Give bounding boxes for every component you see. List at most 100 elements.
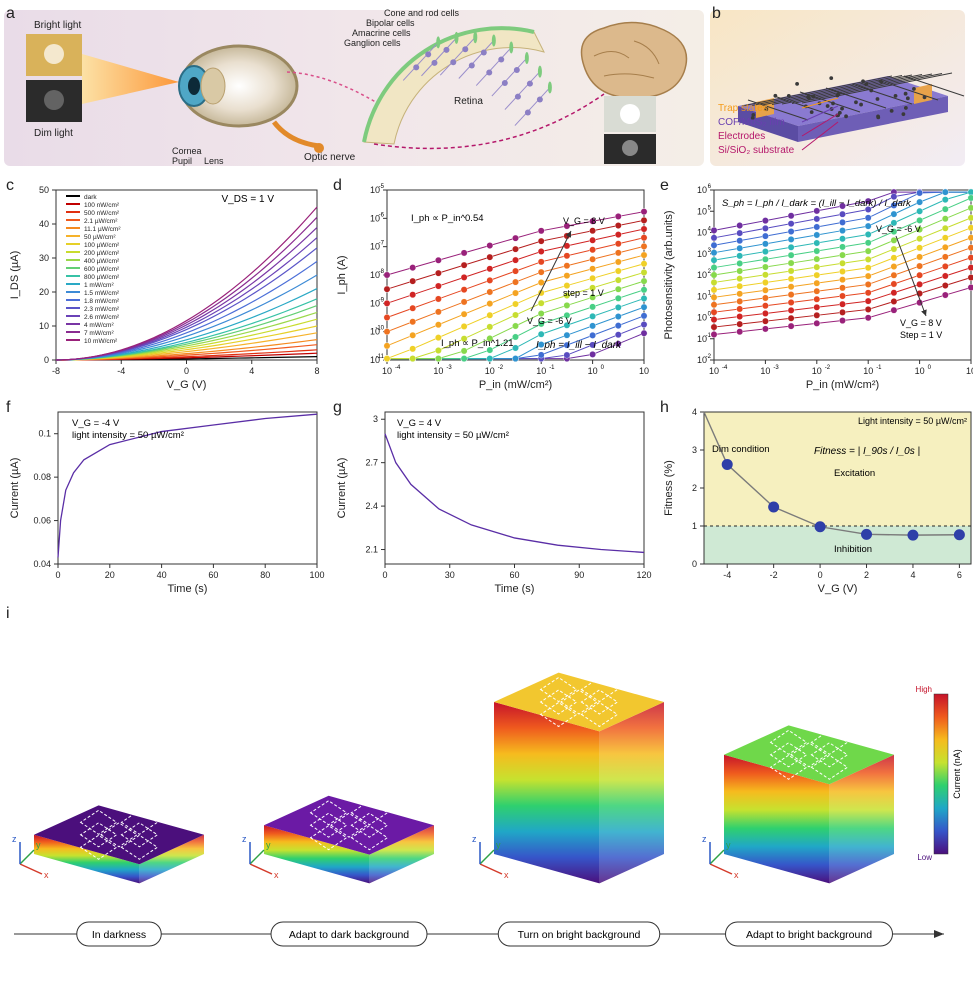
svg-text:30: 30	[445, 570, 455, 580]
svg-text:0.04: 0.04	[33, 559, 51, 569]
svg-text:I_DS (µA): I_DS (µA)	[9, 251, 21, 300]
svg-text:light intensity = 50 µW/cm²: light intensity = 50 µW/cm²	[397, 430, 509, 441]
panel-label-d: d	[333, 178, 342, 194]
panel-label-e: e	[660, 178, 669, 194]
svg-text:y: y	[266, 840, 271, 850]
svg-text:10: 10	[639, 366, 649, 376]
svg-text:50 µW/cm²: 50 µW/cm²	[84, 234, 116, 241]
svg-text:Current (µA): Current (µA)	[336, 458, 348, 519]
svg-text:Time (s): Time (s)	[495, 583, 535, 595]
svg-text:V_G = 8 V: V_G = 8 V	[563, 216, 605, 226]
svg-text:-2: -2	[770, 570, 778, 580]
svg-text:1: 1	[692, 521, 697, 531]
svg-text:10: 10	[812, 366, 822, 376]
svg-text:11.1 µW/cm²: 11.1 µW/cm²	[84, 226, 121, 233]
svg-text:90: 90	[574, 570, 584, 580]
svg-text:200 µW/cm²: 200 µW/cm²	[84, 250, 120, 257]
svg-text:10: 10	[433, 366, 443, 376]
svg-text:Adapt to dark background: Adapt to dark background	[289, 929, 409, 941]
svg-text:100 nW/cm²: 100 nW/cm²	[84, 202, 120, 209]
svg-text:4: 4	[910, 570, 915, 580]
svg-text:Low: Low	[917, 853, 932, 862]
svg-text:60: 60	[208, 570, 218, 580]
svg-text:30: 30	[39, 253, 49, 263]
svg-text:100 µW/cm²: 100 µW/cm²	[84, 242, 120, 249]
svg-text:60: 60	[509, 570, 519, 580]
svg-text:0: 0	[184, 366, 189, 376]
brain-icon	[582, 22, 687, 98]
optic-nerve-label: Optic nerve	[304, 152, 356, 163]
cornea-label: Cornea	[172, 146, 202, 156]
svg-text:x: x	[734, 870, 739, 880]
svg-text:4: 4	[692, 407, 697, 417]
panel-label-i: i	[6, 606, 10, 622]
panel-a: a Bright light Dim light	[4, 4, 704, 172]
lens-label: Lens	[204, 156, 224, 166]
svg-text:10: 10	[382, 366, 392, 376]
svg-text:V_G = -6 V: V_G = -6 V	[527, 316, 572, 326]
svg-text:In darkness: In darkness	[92, 929, 146, 941]
panel-a-svg: Bright light Dim light Cornea Pupil Lens…	[4, 4, 704, 172]
retina-label-3: Ganglion cells	[344, 38, 401, 48]
svg-text:Time (s): Time (s)	[168, 583, 208, 595]
svg-text:800 µW/cm²: 800 µW/cm²	[84, 274, 120, 281]
svg-text:0.08: 0.08	[33, 472, 51, 482]
svg-text:Retina: Retina	[454, 96, 483, 107]
svg-text:100: 100	[309, 570, 324, 580]
svg-text:I_ph ∝ P_in^0.54: I_ph ∝ P_in^0.54	[411, 213, 484, 224]
svg-text:6: 6	[957, 570, 962, 580]
panel-i-svg: xyzxyzxyzxyzHighLowCurrent (nA)In darkne…	[4, 604, 967, 964]
svg-text:10: 10	[485, 366, 495, 376]
svg-text:High: High	[916, 685, 932, 694]
svg-text:80: 80	[260, 570, 270, 580]
svg-text:500 nW/cm²: 500 nW/cm²	[84, 210, 120, 217]
panel-label-h: h	[660, 400, 669, 416]
svg-text:10: 10	[588, 366, 598, 376]
chart-d: 10-410-310-210-110010110-1110-1010-910-8…	[331, 176, 652, 394]
svg-text:10: 10	[863, 366, 873, 376]
svg-text:dark: dark	[84, 194, 97, 201]
svg-text:2.6 mW/cm²: 2.6 mW/cm²	[84, 314, 120, 321]
svg-text:7 mW/cm²: 7 mW/cm²	[84, 330, 114, 337]
svg-text:2.1 µW/cm²: 2.1 µW/cm²	[84, 218, 118, 225]
panel-i: i xyzxyzxyzxyzHighLowCurrent (nA)In dark…	[4, 604, 967, 964]
svg-text:Current (nA): Current (nA)	[952, 749, 962, 799]
svg-text:I_ph (A): I_ph (A)	[336, 255, 348, 294]
svg-text:10 mW/cm²: 10 mW/cm²	[84, 338, 118, 345]
svg-text:40: 40	[157, 570, 167, 580]
svg-text:V_G = 4 V: V_G = 4 V	[397, 418, 442, 429]
svg-text:3: 3	[373, 414, 378, 424]
svg-text:-8: -8	[52, 366, 60, 376]
svg-text:1 mW/cm²: 1 mW/cm²	[84, 282, 114, 289]
svg-text:10: 10	[39, 321, 49, 331]
svg-text:3: 3	[692, 445, 697, 455]
panel-label-c: c	[6, 178, 14, 194]
svg-text:Excitation: Excitation	[834, 468, 875, 479]
svg-text:x: x	[44, 870, 49, 880]
svg-text:z: z	[12, 834, 17, 844]
panel-g: g 03060901202.12.42.73Time (s)Current (µ…	[331, 398, 652, 598]
svg-text:Fitness (%): Fitness (%)	[663, 460, 675, 516]
svg-text:10: 10	[697, 270, 707, 280]
svg-text:10: 10	[709, 366, 719, 376]
svg-text:10: 10	[697, 249, 707, 259]
svg-text:V_G (V): V_G (V)	[818, 583, 858, 595]
panel-label-g: g	[333, 400, 342, 416]
chart-f: 0204060801000.040.060.080.1Time (s)Curre…	[4, 398, 325, 598]
svg-text:Dim condition: Dim condition	[712, 444, 770, 455]
svg-text:2.7: 2.7	[365, 458, 378, 468]
svg-text:5: 5	[708, 205, 712, 211]
svg-text:-7: -7	[379, 241, 385, 247]
svg-text:Electrodes: Electrodes	[718, 131, 765, 142]
svg-text:2.4: 2.4	[365, 501, 378, 511]
svg-text:2: 2	[864, 570, 869, 580]
svg-text:step = 1 V: step = 1 V	[563, 288, 604, 298]
svg-text:0: 0	[692, 559, 697, 569]
svg-text:0: 0	[928, 365, 932, 371]
svg-text:Trap states: Trap states	[718, 103, 768, 114]
svg-text:10: 10	[697, 228, 707, 238]
svg-text:COF/MoS₂ film: COF/MoS₂ film	[718, 117, 785, 128]
svg-text:I_ph = I_ill − I_dark: I_ph = I_ill − I_dark	[536, 340, 622, 351]
chart-g: 03060901202.12.42.73Time (s)Current (µA)…	[331, 398, 652, 598]
svg-text:-4: -4	[723, 570, 731, 580]
